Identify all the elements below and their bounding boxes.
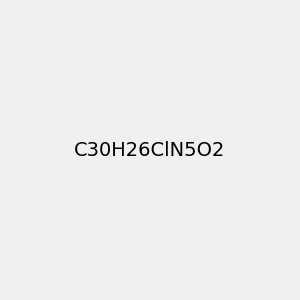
Text: C30H26ClN5O2: C30H26ClN5O2 [74, 140, 226, 160]
